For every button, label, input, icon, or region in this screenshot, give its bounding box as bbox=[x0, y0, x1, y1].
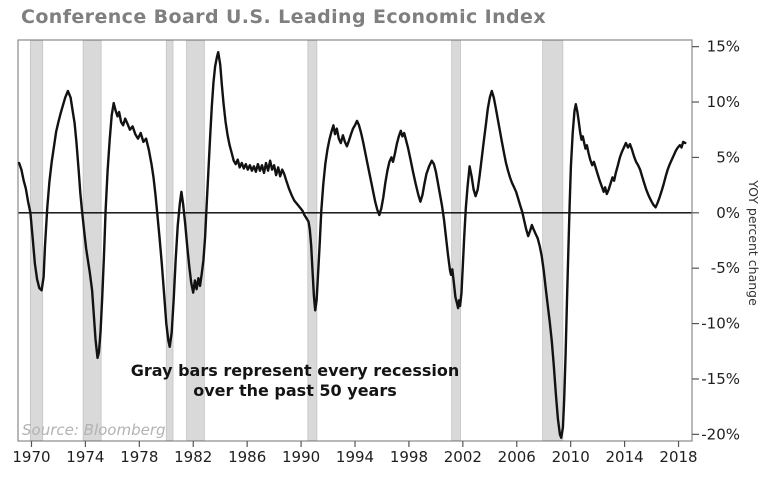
x-tick-label: 2002 bbox=[444, 448, 482, 466]
recession-band bbox=[542, 40, 564, 441]
x-tick-label: 2010 bbox=[552, 448, 590, 466]
y-tick-label: 10% bbox=[707, 93, 740, 111]
x-tick-label: 1970 bbox=[12, 448, 50, 466]
y-tick-label: -20% bbox=[701, 425, 740, 443]
x-tick-label: 1998 bbox=[390, 448, 428, 466]
x-tick-label: 1986 bbox=[228, 448, 266, 466]
x-tick-label: 2006 bbox=[498, 448, 536, 466]
x-tick-label: 1982 bbox=[174, 448, 212, 466]
x-tick-label: 2014 bbox=[606, 448, 644, 466]
x-tick-label: 1974 bbox=[66, 448, 104, 466]
y-tick-label: 5% bbox=[716, 148, 740, 166]
source-label: Source: Bloomberg bbox=[22, 421, 166, 439]
x-axis-ticks: 1970 1974 1978 1982 1986 1990 1994 1998 2002 2006… bbox=[12, 441, 698, 466]
y-axis-title: YOY percent change bbox=[746, 180, 761, 306]
y-tick-label: -10% bbox=[701, 315, 740, 333]
chart-title: Conference Board U.S. Leading Economic I… bbox=[21, 6, 546, 28]
y-tick-label: 15% bbox=[707, 38, 740, 56]
recession-annotation: Gray bars represent every recession over… bbox=[105, 361, 485, 401]
x-tick-label: 2018 bbox=[659, 448, 697, 466]
annotation-line-2: over the past 50 years bbox=[193, 381, 397, 400]
y-tick-label: -15% bbox=[701, 370, 740, 388]
x-tick-label: 1978 bbox=[120, 448, 158, 466]
x-tick-label: 1990 bbox=[282, 448, 320, 466]
y-axis-ticks: 15% 10% 5% 0% -5% -10% -15% -20% bbox=[692, 38, 740, 443]
x-tick-label: 1994 bbox=[336, 448, 374, 466]
lei-line-series bbox=[17, 51, 687, 439]
y-tick-label: 0% bbox=[716, 204, 740, 222]
y-tick-label: -5% bbox=[711, 259, 740, 277]
annotation-line-1: Gray bars represent every recession bbox=[130, 361, 460, 380]
